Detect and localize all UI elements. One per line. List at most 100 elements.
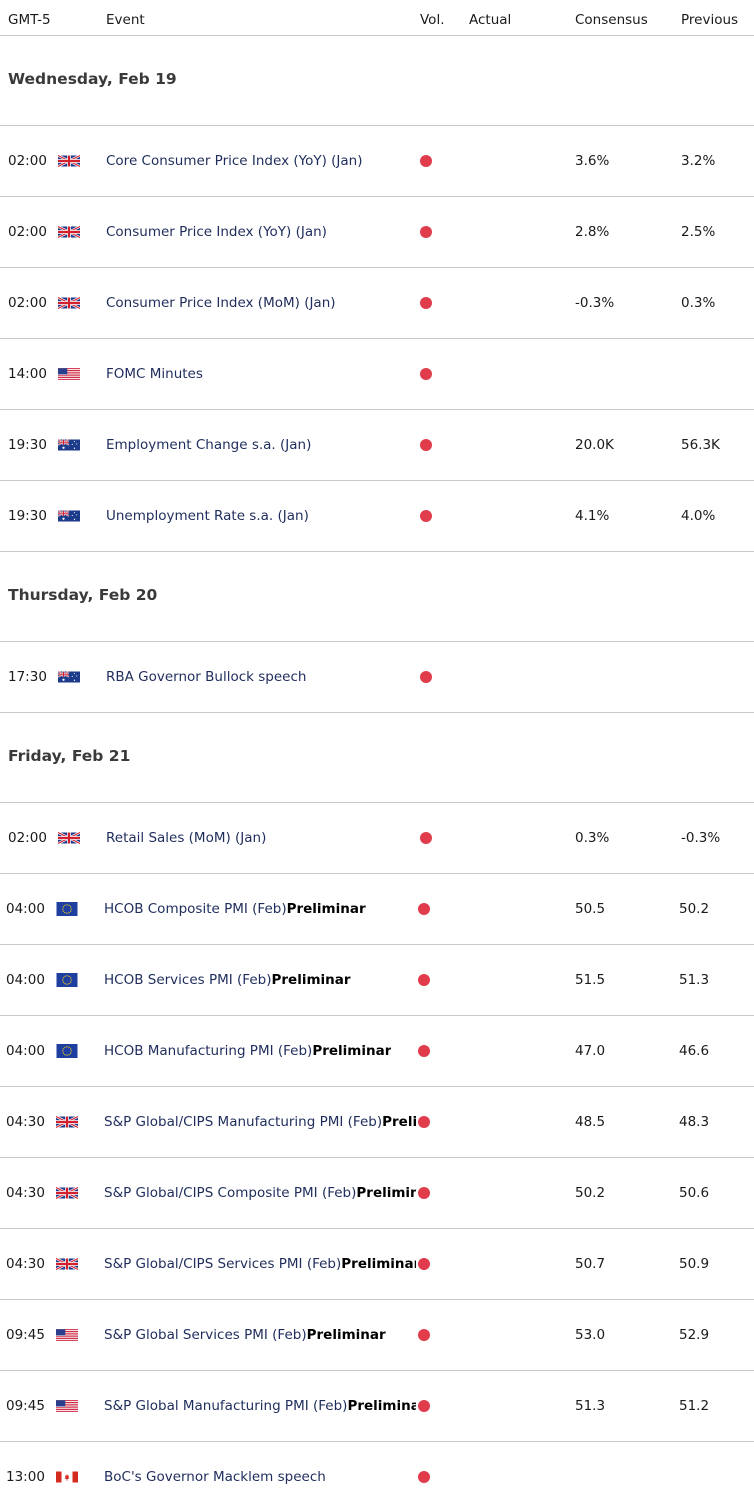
volume-column-header[interactable]: Vol. bbox=[420, 12, 445, 28]
event-name[interactable]: S&P Global/CIPS Services PMI (Feb)Prelim… bbox=[104, 1256, 416, 1272]
event-name[interactable]: FOMC Minutes bbox=[106, 366, 203, 382]
table-row[interactable]: 04:30 S&P Global/CIPS Composite PMI (Feb)… bbox=[0, 1157, 754, 1228]
table-row[interactable]: 04:30 S&P Global/CIPS Services PMI (Feb)P… bbox=[0, 1228, 754, 1299]
event-time: 04:00 bbox=[6, 1042, 45, 1059]
table-row[interactable]: 19:30 Employment Change s.a. (Jan) 20.0K 56… bbox=[0, 409, 754, 480]
row-divider bbox=[0, 944, 754, 945]
event-title: S&P Global/CIPS Composite PMI (Feb) bbox=[104, 1184, 357, 1201]
au-flag-icon bbox=[58, 437, 80, 452]
event-status-suffix: Preliminar bbox=[306, 1326, 386, 1343]
event-name[interactable]: RBA Governor Bullock speech bbox=[106, 669, 306, 685]
consensus-value: 20.0K bbox=[575, 436, 614, 453]
event-name[interactable]: Consumer Price Index (MoM) (Jan) bbox=[106, 295, 336, 311]
table-row[interactable]: 04:00 HCOB Manufacturing PMI (Feb)Prelimi… bbox=[0, 1015, 754, 1086]
volume-indicator-icon bbox=[420, 670, 432, 683]
event-title: Retail Sales (MoM) (Jan) bbox=[106, 829, 267, 846]
volume-indicator-icon bbox=[418, 1470, 430, 1483]
consensus-value: 51.3 bbox=[575, 1397, 606, 1414]
event-title: Consumer Price Index (MoM) (Jan) bbox=[106, 294, 336, 311]
volume-indicator-icon bbox=[420, 438, 432, 451]
volume-indicator-icon bbox=[420, 225, 432, 238]
table-row[interactable]: 04:00 HCOB Services PMI (Feb)Preliminar 51… bbox=[0, 944, 754, 1015]
table-row[interactable]: 19:30 Unemployment Rate s.a. (Jan) 4.1% 4.0… bbox=[0, 480, 754, 551]
table-row[interactable]: 02:00 Core Consumer Price Index (YoY) (Ja… bbox=[0, 125, 754, 196]
row-divider bbox=[0, 409, 754, 410]
row-divider bbox=[0, 1086, 754, 1087]
row-divider bbox=[0, 1370, 754, 1371]
volume-indicator-icon bbox=[420, 509, 432, 522]
event-name[interactable]: S&P Global Manufacturing PMI (Feb)Prelim… bbox=[104, 1398, 416, 1414]
event-time: 04:30 bbox=[6, 1255, 45, 1272]
volume-indicator-icon bbox=[418, 1115, 430, 1128]
volume-indicator-icon bbox=[420, 154, 432, 167]
table-row[interactable]: 02:00 Retail Sales (MoM) (Jan) 0.3% -0.3% bbox=[0, 802, 754, 873]
table-row[interactable]: 04:00 HCOB Composite PMI (Feb)Preliminar 5… bbox=[0, 873, 754, 944]
table-row[interactable]: 04:30 S&P Global/CIPS Manufacturing PMI (… bbox=[0, 1086, 754, 1157]
event-name[interactable]: S&P Global Services PMI (Feb)Preliminar bbox=[104, 1327, 386, 1343]
row-divider bbox=[0, 873, 754, 874]
table-row[interactable]: 17:30 RBA Governor Bullock speech bbox=[0, 641, 754, 712]
event-time: 13:00 bbox=[6, 1468, 45, 1485]
table-row[interactable]: 09:45 S&P Global Manufacturing PMI (Feb)P… bbox=[0, 1370, 754, 1441]
volume-indicator-icon bbox=[418, 1186, 430, 1199]
event-column-header[interactable]: Event bbox=[106, 12, 145, 28]
table-row[interactable]: 09:45 S&P Global Services PMI (Feb)Prelim… bbox=[0, 1299, 754, 1370]
row-divider bbox=[0, 196, 754, 197]
table-row[interactable]: 14:00 FOMC Minutes bbox=[0, 338, 754, 409]
consensus-value: 3.6% bbox=[575, 152, 610, 169]
previous-value: 51.2 bbox=[679, 1397, 710, 1414]
event-name[interactable]: S&P Global/CIPS Manufacturing PMI (Feb)P… bbox=[104, 1114, 416, 1130]
table-row[interactable]: 13:00 BoC's Governor Macklem speech bbox=[0, 1441, 754, 1512]
event-title: Employment Change s.a. (Jan) bbox=[106, 436, 312, 453]
consensus-value: 47.0 bbox=[575, 1042, 606, 1059]
us-flag-icon bbox=[58, 367, 80, 381]
event-title: HCOB Composite PMI (Feb) bbox=[104, 900, 287, 917]
event-name[interactable]: Retail Sales (MoM) (Jan) bbox=[106, 830, 266, 846]
event-title: BoC's Governor Macklem speech bbox=[104, 1468, 326, 1485]
day-divider bbox=[0, 125, 754, 126]
consensus-column-header[interactable]: Consensus bbox=[575, 12, 648, 28]
event-time: 02:00 bbox=[8, 152, 47, 169]
table-header: GMT-5 Event Vol. Actual Consensus Previo… bbox=[0, 0, 754, 40]
event-name[interactable]: Employment Change s.a. (Jan) bbox=[106, 437, 311, 453]
previous-value: 46.6 bbox=[679, 1042, 710, 1059]
event-time: 17:30 bbox=[8, 668, 47, 685]
event-time: 04:30 bbox=[6, 1184, 45, 1201]
event-time: 02:00 bbox=[8, 294, 47, 311]
event-name[interactable]: S&P Global/CIPS Composite PMI (Feb)Preli… bbox=[104, 1185, 416, 1201]
actual-column-header[interactable]: Actual bbox=[469, 12, 512, 28]
previous-column-header[interactable]: Previous bbox=[681, 12, 739, 28]
uk-flag-icon bbox=[56, 1257, 78, 1271]
volume-indicator-icon bbox=[420, 367, 432, 380]
event-time: 02:00 bbox=[8, 223, 47, 240]
volume-indicator-icon bbox=[418, 1399, 430, 1412]
event-time: 09:45 bbox=[6, 1397, 45, 1414]
day-header: Thursday, Feb 20 bbox=[8, 586, 158, 604]
eu-flag-icon bbox=[56, 1043, 78, 1058]
event-title: HCOB Services PMI (Feb) bbox=[104, 971, 272, 988]
event-name[interactable]: HCOB Services PMI (Feb)Preliminar bbox=[104, 972, 351, 988]
event-name[interactable]: HCOB Manufacturing PMI (Feb)Preliminar bbox=[104, 1043, 391, 1059]
event-time: 02:00 bbox=[8, 829, 47, 846]
header-divider bbox=[0, 35, 754, 36]
row-divider bbox=[0, 1299, 754, 1300]
consensus-value: 50.2 bbox=[575, 1184, 606, 1201]
volume-indicator-icon bbox=[418, 1257, 430, 1270]
event-name[interactable]: HCOB Composite PMI (Feb)Preliminar bbox=[104, 901, 366, 917]
event-time: 19:30 bbox=[8, 436, 47, 453]
event-name[interactable]: Unemployment Rate s.a. (Jan) bbox=[106, 508, 309, 524]
volume-indicator-icon bbox=[420, 831, 432, 844]
event-status-suffix: Preliminar bbox=[347, 1397, 416, 1414]
event-name[interactable]: Consumer Price Index (YoY) (Jan) bbox=[106, 224, 327, 240]
volume-indicator-icon bbox=[420, 296, 432, 309]
volume-indicator-icon bbox=[418, 902, 430, 915]
table-row[interactable]: 02:00 Consumer Price Index (MoM) (Jan) -0.… bbox=[0, 267, 754, 338]
previous-value: 56.3K bbox=[681, 436, 720, 453]
consensus-value: 48.5 bbox=[575, 1113, 606, 1130]
volume-indicator-icon bbox=[418, 1328, 430, 1341]
table-row[interactable]: 02:00 Consumer Price Index (YoY) (Jan) 2.8… bbox=[0, 196, 754, 267]
event-name[interactable]: BoC's Governor Macklem speech bbox=[104, 1469, 326, 1485]
timezone-header: GMT-5 bbox=[8, 12, 51, 28]
consensus-value: 0.3% bbox=[575, 829, 610, 846]
event-name[interactable]: Core Consumer Price Index (YoY) (Jan) bbox=[106, 153, 362, 169]
